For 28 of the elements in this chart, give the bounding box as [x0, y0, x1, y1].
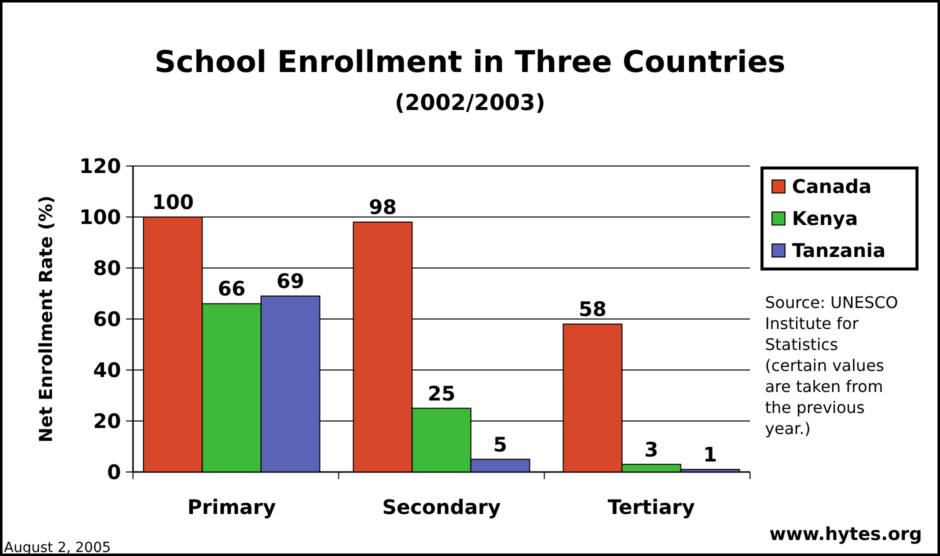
text: www.hytes.org [769, 524, 922, 545]
data-label: 1 [703, 442, 718, 466]
y-tick-label: 80 [93, 256, 121, 280]
y-axis-title: Net Enrollment Rate (%) [36, 195, 57, 443]
legend-label: Tanzania [792, 240, 886, 262]
legend-label: Kenya [792, 208, 858, 230]
source-note: Source: UNESCO Institute for Statistics (certain values are taken from the previous year.) [765, 293, 898, 438]
y-tick-label: 0 [107, 460, 121, 484]
legend-label: Canada [792, 176, 872, 198]
data-label: 3 [644, 437, 658, 462]
y-tick-label: 60 [93, 307, 121, 331]
data-label: 25 [428, 381, 456, 406]
text: August 2, 2005 [4, 540, 111, 556]
data-label: 69 [276, 269, 304, 294]
y-tick-label: 120 [79, 154, 121, 178]
y-tick-label: 40 [93, 358, 121, 382]
data-label: 100 [152, 190, 194, 214]
y-tick-label: 20 [93, 409, 121, 433]
chart-subtitle: (2002/2003) [394, 91, 546, 116]
x-tick-label: Primary [187, 495, 276, 519]
data-label: 66 [218, 276, 246, 301]
data-label: 98 [368, 195, 397, 220]
chart-title: School Enrollment in Three Countries [154, 45, 786, 80]
data-label: 58 [578, 297, 607, 322]
x-tick-label: Tertiary [608, 495, 695, 519]
y-tick-label: 100 [79, 205, 121, 229]
data-label: 5 [493, 432, 508, 456]
x-tick-label: Secondary [382, 495, 501, 519]
